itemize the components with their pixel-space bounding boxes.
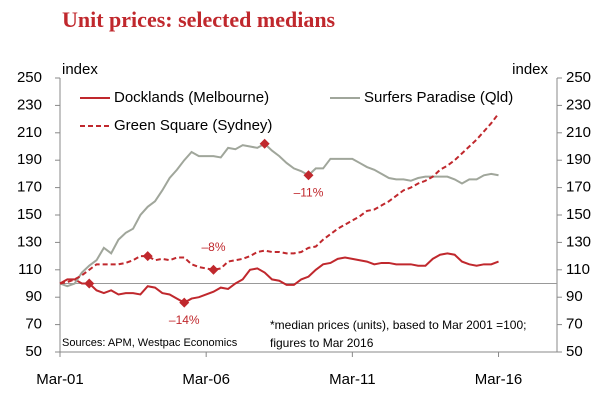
chart-title: Unit prices: selected medians (62, 7, 336, 32)
source: Sources: APM, Westpac Economics (62, 337, 238, 349)
y-tick-label: 150 (17, 206, 42, 223)
annotation-label: –11% (294, 185, 324, 199)
y-tick-label: 250 (17, 69, 42, 86)
annotation-marker (84, 278, 95, 289)
y-tick-label: 210 (17, 124, 42, 141)
y-tick-label: 70 (25, 316, 42, 333)
y2-tick-label: 190 (566, 151, 591, 168)
annotation-marker (303, 170, 314, 181)
x-tick-label: Mar-16 (475, 371, 523, 388)
y2-tick-label: 250 (566, 69, 591, 86)
legend-label: Docklands (Melbourne) (114, 89, 269, 106)
y2-tick-label: 230 (566, 96, 591, 113)
y-tick-label: 130 (17, 233, 42, 250)
y2-tick-label: 210 (566, 124, 591, 141)
y-tick-label: 90 (25, 288, 42, 305)
annotation-marker (179, 297, 190, 308)
y2-tick-label: 170 (566, 179, 591, 196)
legend-label: Surfers Paradise (Qld) (364, 89, 513, 106)
y-tick-label: 110 (18, 261, 42, 278)
y2-tick-label: 110 (566, 261, 590, 278)
y2-tick-label: 150 (566, 206, 591, 223)
y-axis-label: index (62, 61, 98, 78)
annotation-marker (259, 138, 270, 149)
y-tick-label: 50 (25, 343, 42, 360)
note: *median prices (units), based to Mar 200… (270, 318, 526, 332)
y-tick-label: 190 (17, 151, 42, 168)
legend-label: Green Square (Sydney) (114, 117, 272, 134)
series-line (59, 252, 499, 304)
y-tick-label: 230 (17, 96, 42, 113)
y2-axis-label: index (512, 61, 548, 78)
series-line (59, 142, 499, 288)
x-tick-label: Mar-06 (182, 371, 230, 388)
note: figures to Mar 2016 (270, 336, 374, 350)
annotation-label: –14% (169, 313, 200, 327)
y2-tick-label: 90 (566, 288, 583, 305)
annotation-marker (142, 251, 153, 262)
annotation-label: –8% (201, 240, 225, 254)
x-tick-label: Mar-11 (329, 371, 375, 388)
series-line (59, 113, 500, 285)
y2-tick-label: 50 (566, 343, 583, 360)
x-tick-label: Mar-01 (36, 371, 84, 388)
annotation-marker (208, 264, 219, 275)
y-tick-label: 170 (17, 179, 42, 196)
y2-tick-label: 130 (566, 233, 591, 250)
y2-tick-label: 70 (566, 316, 583, 333)
